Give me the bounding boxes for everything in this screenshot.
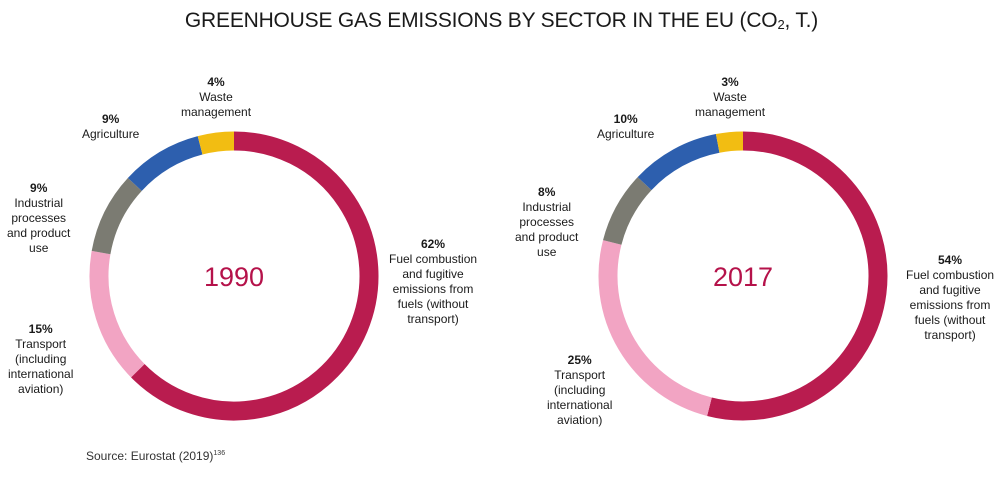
slice-name-line: (including [554, 383, 606, 397]
slice-name-line: international [8, 367, 74, 381]
slice-name-line: transport) [407, 312, 459, 326]
label-transport-2017: 25% Transport (including international aviat… [547, 353, 612, 428]
slice-name-line: and product [7, 226, 71, 240]
slice-name-line: Industrial [14, 196, 64, 210]
slice-name-line: fuels (without [914, 313, 986, 327]
label-industrial-2017: 8% Industrial processes and product use [515, 185, 578, 260]
label-fuel-1990: 62% Fuel combustion and fugitive emissions … [389, 237, 477, 327]
label-industrial-1990: 9% Industrial processes and product use [7, 181, 70, 256]
slice-transport-1990 [89, 250, 145, 378]
label-fuel-2017: 54% Fuel combustion and fugitive emissions … [906, 253, 994, 343]
center-year-label: 2017 [713, 262, 773, 292]
source-text: Source: Eurostat (2019) [86, 449, 214, 463]
label-waste-1990: 4% Waste management [181, 75, 251, 120]
slice-name-line: use [29, 241, 49, 255]
slice-name-line: and product [515, 230, 579, 244]
slice-percent: 3% [721, 75, 739, 89]
chart-title-text: GREENHOUSE GAS EMISSIONS BY SECTOR IN TH… [184, 9, 778, 32]
slice-name-line: (including [15, 352, 67, 366]
slice-name-line: Fuel combustion [389, 252, 478, 266]
chart-title-tail: , T.) [784, 9, 819, 32]
slice-name-line: use [537, 245, 557, 259]
slice-waste-1990 [197, 131, 235, 155]
slice-name-line: Transport [15, 337, 67, 351]
slice-name-line: Agriculture [82, 127, 140, 141]
slice-name-line: processes [11, 211, 67, 225]
slice-percent: 10% [613, 112, 638, 126]
slice-industrial-1990 [91, 177, 142, 255]
slice-agriculture-1990 [127, 136, 203, 192]
slice-name-line: aviation) [18, 382, 64, 396]
center-year-label: 1990 [204, 262, 264, 292]
slice-name-line: emissions from [909, 298, 991, 312]
donut-chart-1990: 1990 [89, 131, 379, 421]
donut-chart-2017: 2017 [598, 131, 888, 421]
label-agriculture-2017: 10% Agriculture [597, 112, 654, 142]
slice-percent: 62% [421, 237, 446, 251]
label-waste-2017: 3% Waste management [695, 75, 765, 120]
slice-name-line: aviation) [557, 413, 603, 427]
slice-percent: 54% [938, 253, 963, 267]
slice-agriculture-2017 [637, 134, 720, 191]
source-note: Source: Eurostat (2019)136 [86, 449, 225, 463]
slice-name-line: and fugitive [402, 267, 464, 281]
slice-name-line: and fugitive [919, 283, 981, 297]
slice-name-line: Waste [199, 90, 233, 104]
slice-name-line: processes [519, 215, 575, 229]
slice-percent: 25% [567, 353, 592, 367]
slice-name-line: Agriculture [597, 127, 655, 141]
slice-name-line: Transport [554, 368, 606, 382]
slice-percent: 4% [207, 75, 225, 89]
slice-name-line: management [695, 105, 766, 119]
slice-industrial-2017 [603, 177, 652, 246]
slice-name-line: Industrial [522, 200, 572, 214]
slice-name-line: international [547, 398, 613, 412]
slice-transport-2017 [598, 240, 712, 416]
label-agriculture-1990: 9% Agriculture [82, 112, 139, 142]
slice-percent: 15% [28, 322, 53, 336]
slice-percent: 8% [538, 185, 556, 199]
chart-title: GREENHOUSE GAS EMISSIONS BY SECTOR IN TH… [0, 9, 1003, 33]
chart-title-subscript: 2 [777, 17, 785, 32]
slice-name-line: Fuel combustion [906, 268, 995, 282]
slice-percent: 9% [102, 112, 120, 126]
slice-fuel-2017 [707, 131, 888, 421]
slice-waste-2017 [715, 131, 744, 153]
source-reference: 136 [213, 450, 226, 457]
slice-percent: 9% [30, 181, 48, 195]
slice-fuel-1990 [131, 131, 379, 421]
slice-name-line: emissions from [392, 282, 474, 296]
slice-name-line: transport) [924, 328, 976, 342]
slice-name-line: Waste [713, 90, 747, 104]
slice-name-line: management [181, 105, 252, 119]
slice-name-line: fuels (without [397, 297, 469, 311]
label-transport-1990: 15% Transport (including international aviat… [8, 322, 73, 397]
